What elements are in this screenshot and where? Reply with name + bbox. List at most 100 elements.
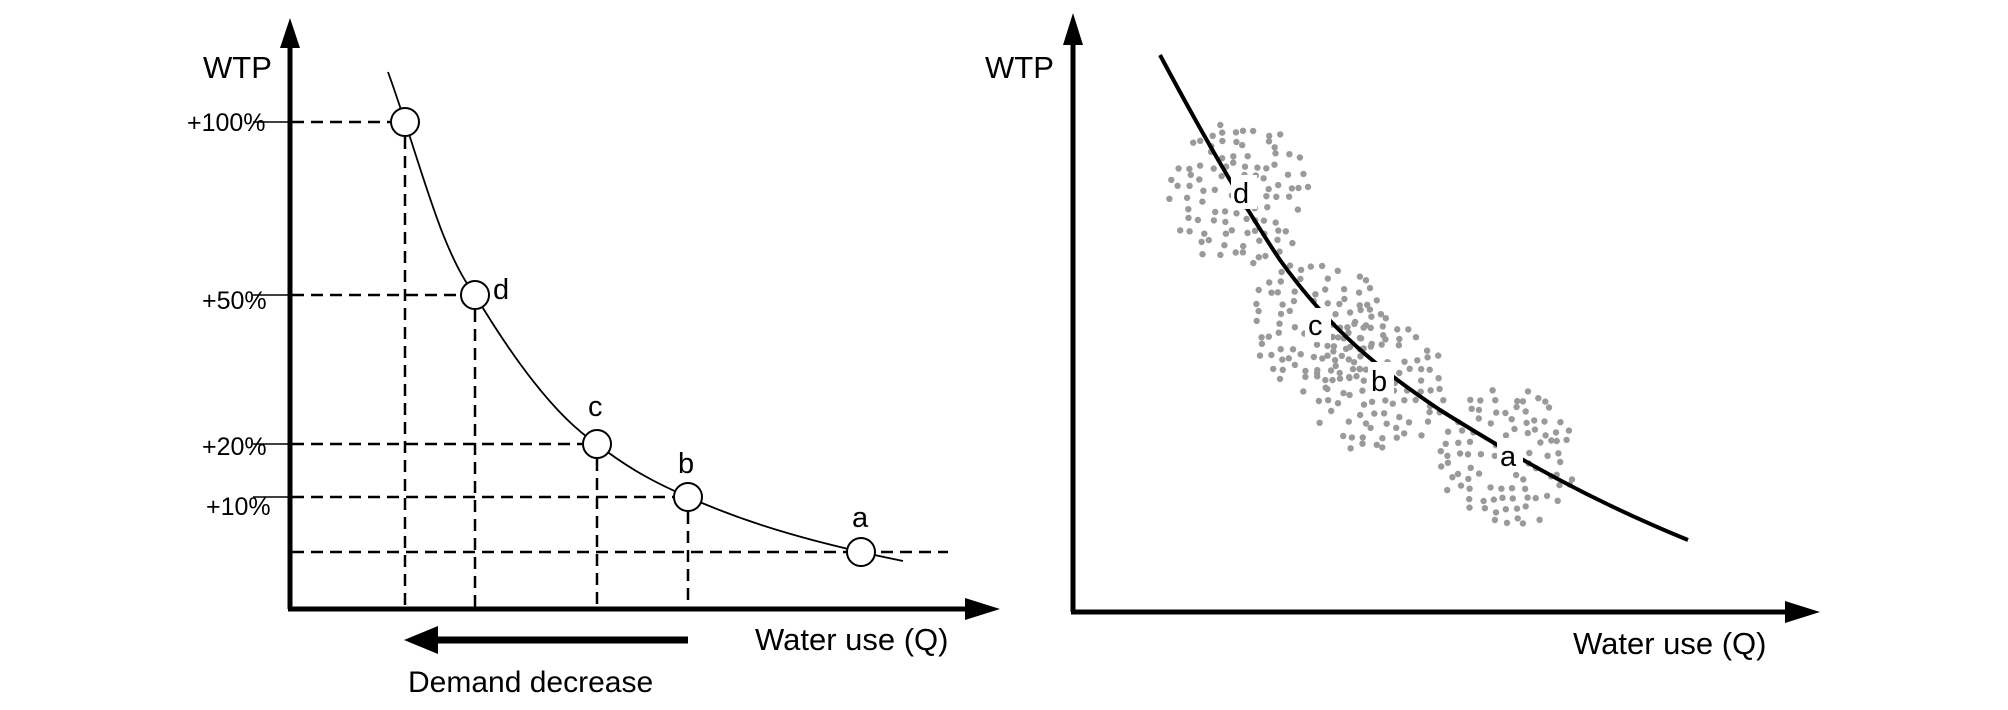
cluster-dot [1256,352,1264,359]
cluster-dot [1389,400,1397,407]
cluster-dot [1291,288,1298,295]
cluster-dot [1359,434,1367,441]
cluster-dot [1356,273,1364,280]
cluster-dot [1272,150,1279,157]
cluster-dot [1357,306,1364,314]
cluster-dot [1307,263,1315,270]
cluster-dot [1340,389,1347,397]
left-y-axis-arrowhead [280,18,300,48]
cluster-dot [1396,369,1403,377]
cluster-dot [1221,208,1229,215]
cluster-dot [1277,278,1285,285]
cluster-dot [1449,474,1456,481]
cluster-dot [1362,366,1370,373]
cluster-dot [1310,353,1318,361]
right-demand-curve [1158,54,1689,542]
cluster-dot [1286,151,1293,158]
cluster-dot [1492,397,1499,404]
cluster-dot [1345,329,1352,336]
cluster-dot [1205,236,1213,244]
cluster-dot [1296,154,1304,161]
cluster-dot [1263,165,1270,172]
cluster-dot [1568,476,1576,483]
cluster-dot [1440,397,1447,404]
cluster-dot [1454,470,1462,478]
cluster-dot [1328,407,1335,415]
cluster-dot [1490,496,1498,503]
cluster-dot [1514,515,1521,522]
cluster-dot [1318,262,1326,270]
cluster-dot [1254,164,1261,171]
cluster-dot [1367,324,1374,331]
cluster-dot [1455,439,1462,446]
left-curve-points [390,107,876,567]
cluster-dot [1367,343,1375,350]
cluster-dot [1271,144,1278,151]
cluster-dot [1351,320,1358,328]
cluster-dot [1346,309,1354,316]
cluster-dot [1492,509,1500,516]
cluster-dot [1210,217,1218,224]
point-marker-c [582,429,612,459]
cluster-dot [1467,464,1474,471]
cluster-dot [1537,439,1544,446]
vertical-guides [403,137,690,607]
cluster-dot [1174,182,1181,189]
cluster-dot [1289,346,1297,353]
point-marker-b [673,482,703,512]
cluster-dot [1222,230,1230,237]
cluster-dot [1514,397,1521,405]
cluster-dot [1396,413,1403,421]
cluster-dot [1552,429,1560,436]
y-tick-label-20: +20% [202,433,267,461]
cluster-dot [1186,165,1193,173]
cluster-dot [1219,129,1226,136]
cluster-dot [1185,206,1192,213]
cluster-dot [1475,415,1483,422]
cluster-dot [1198,238,1205,246]
cluster-dot [1360,401,1368,408]
cluster-dot [1532,494,1539,502]
cluster-dot [1279,356,1286,363]
right-x-axis-label: Water use (Q) [1573,626,1767,661]
cluster-dot [1475,406,1483,414]
cluster-dot [1324,385,1331,393]
cluster-dot [1499,494,1506,501]
cluster-dot [1350,359,1358,366]
cluster-dot [1477,451,1485,458]
label-bg-d [1231,175,1257,209]
cluster-dot [1557,419,1564,426]
cluster-dot [1183,194,1191,201]
cluster-dot [1289,239,1296,247]
cluster-dot [1199,251,1206,258]
cluster-dot [1393,434,1401,441]
cluster-dot [1542,398,1549,405]
cluster-dot [1382,336,1389,343]
left-x-axis-arrowhead [965,598,1000,620]
cluster-dot [1186,228,1193,235]
cluster-dot [1291,361,1299,369]
cluster-dot [1523,419,1530,427]
cluster-dot [1498,485,1505,492]
cluster-dot [1544,452,1551,459]
cluster-dot [1274,289,1282,296]
cluster-dot [1457,482,1465,489]
cluster-dot [1297,275,1304,283]
cluster-dot [1405,419,1413,426]
cluster-dot [1444,428,1452,435]
cluster-dot [1272,219,1279,226]
cluster-dot [1465,475,1472,483]
cluster-dot [1313,370,1321,377]
cluster-dot [1265,333,1273,340]
cluster-dot [1435,352,1442,359]
cluster-dot [1468,405,1475,412]
cluster-dot [1322,376,1329,384]
cluster-dot [1466,485,1473,492]
cluster-dot [1315,397,1323,405]
cluster-dot [1524,429,1532,437]
cluster-dot [1244,153,1251,160]
cluster-dot [1545,404,1553,411]
cluster-dot [1359,440,1366,447]
